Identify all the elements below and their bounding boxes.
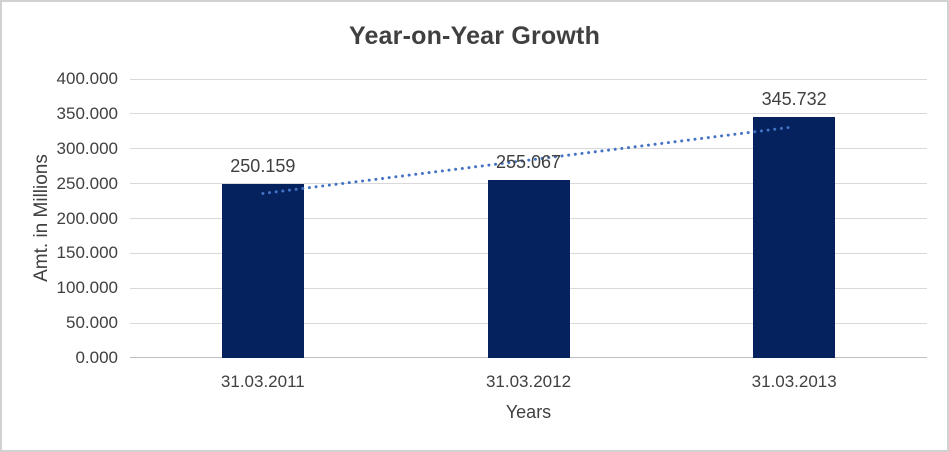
bar-31.03.2013 <box>753 116 836 358</box>
y-tick-label: 300.000 <box>56 138 118 158</box>
data-label: 255.067 <box>495 152 562 173</box>
y-axis-title: Amt. in Millions <box>31 154 52 282</box>
y-tick-label: 50.000 <box>66 313 118 333</box>
y-tick-label: 150.000 <box>56 243 118 263</box>
y-tick-label: 200.000 <box>56 208 118 228</box>
plot-area: 250.159 255.067 345.732 <box>130 78 927 358</box>
x-tick-label: 31.03.2011 <box>220 372 305 391</box>
bar-31.03.2011 <box>221 183 304 358</box>
y-tick-label: 250.000 <box>56 173 118 193</box>
chart-title: Year-on-Year Growth <box>348 22 601 50</box>
data-label: 250.159 <box>230 155 296 176</box>
y-tick-label: 350.000 <box>56 103 118 123</box>
bar-31.03.2012 <box>487 180 570 358</box>
y-tick-label: 400.000 <box>56 69 118 88</box>
y-tick-label: 0.000 <box>75 348 118 367</box>
x-axis-title: Years <box>505 402 552 422</box>
y-tick-label: 100.000 <box>56 278 118 298</box>
x-tick-label: 31.03.2012 <box>485 372 572 391</box>
data-label: 345.732 <box>761 88 827 109</box>
gridline <box>130 78 927 80</box>
gridline <box>130 113 927 115</box>
x-tick-label: 31.03.2013 <box>751 372 837 391</box>
